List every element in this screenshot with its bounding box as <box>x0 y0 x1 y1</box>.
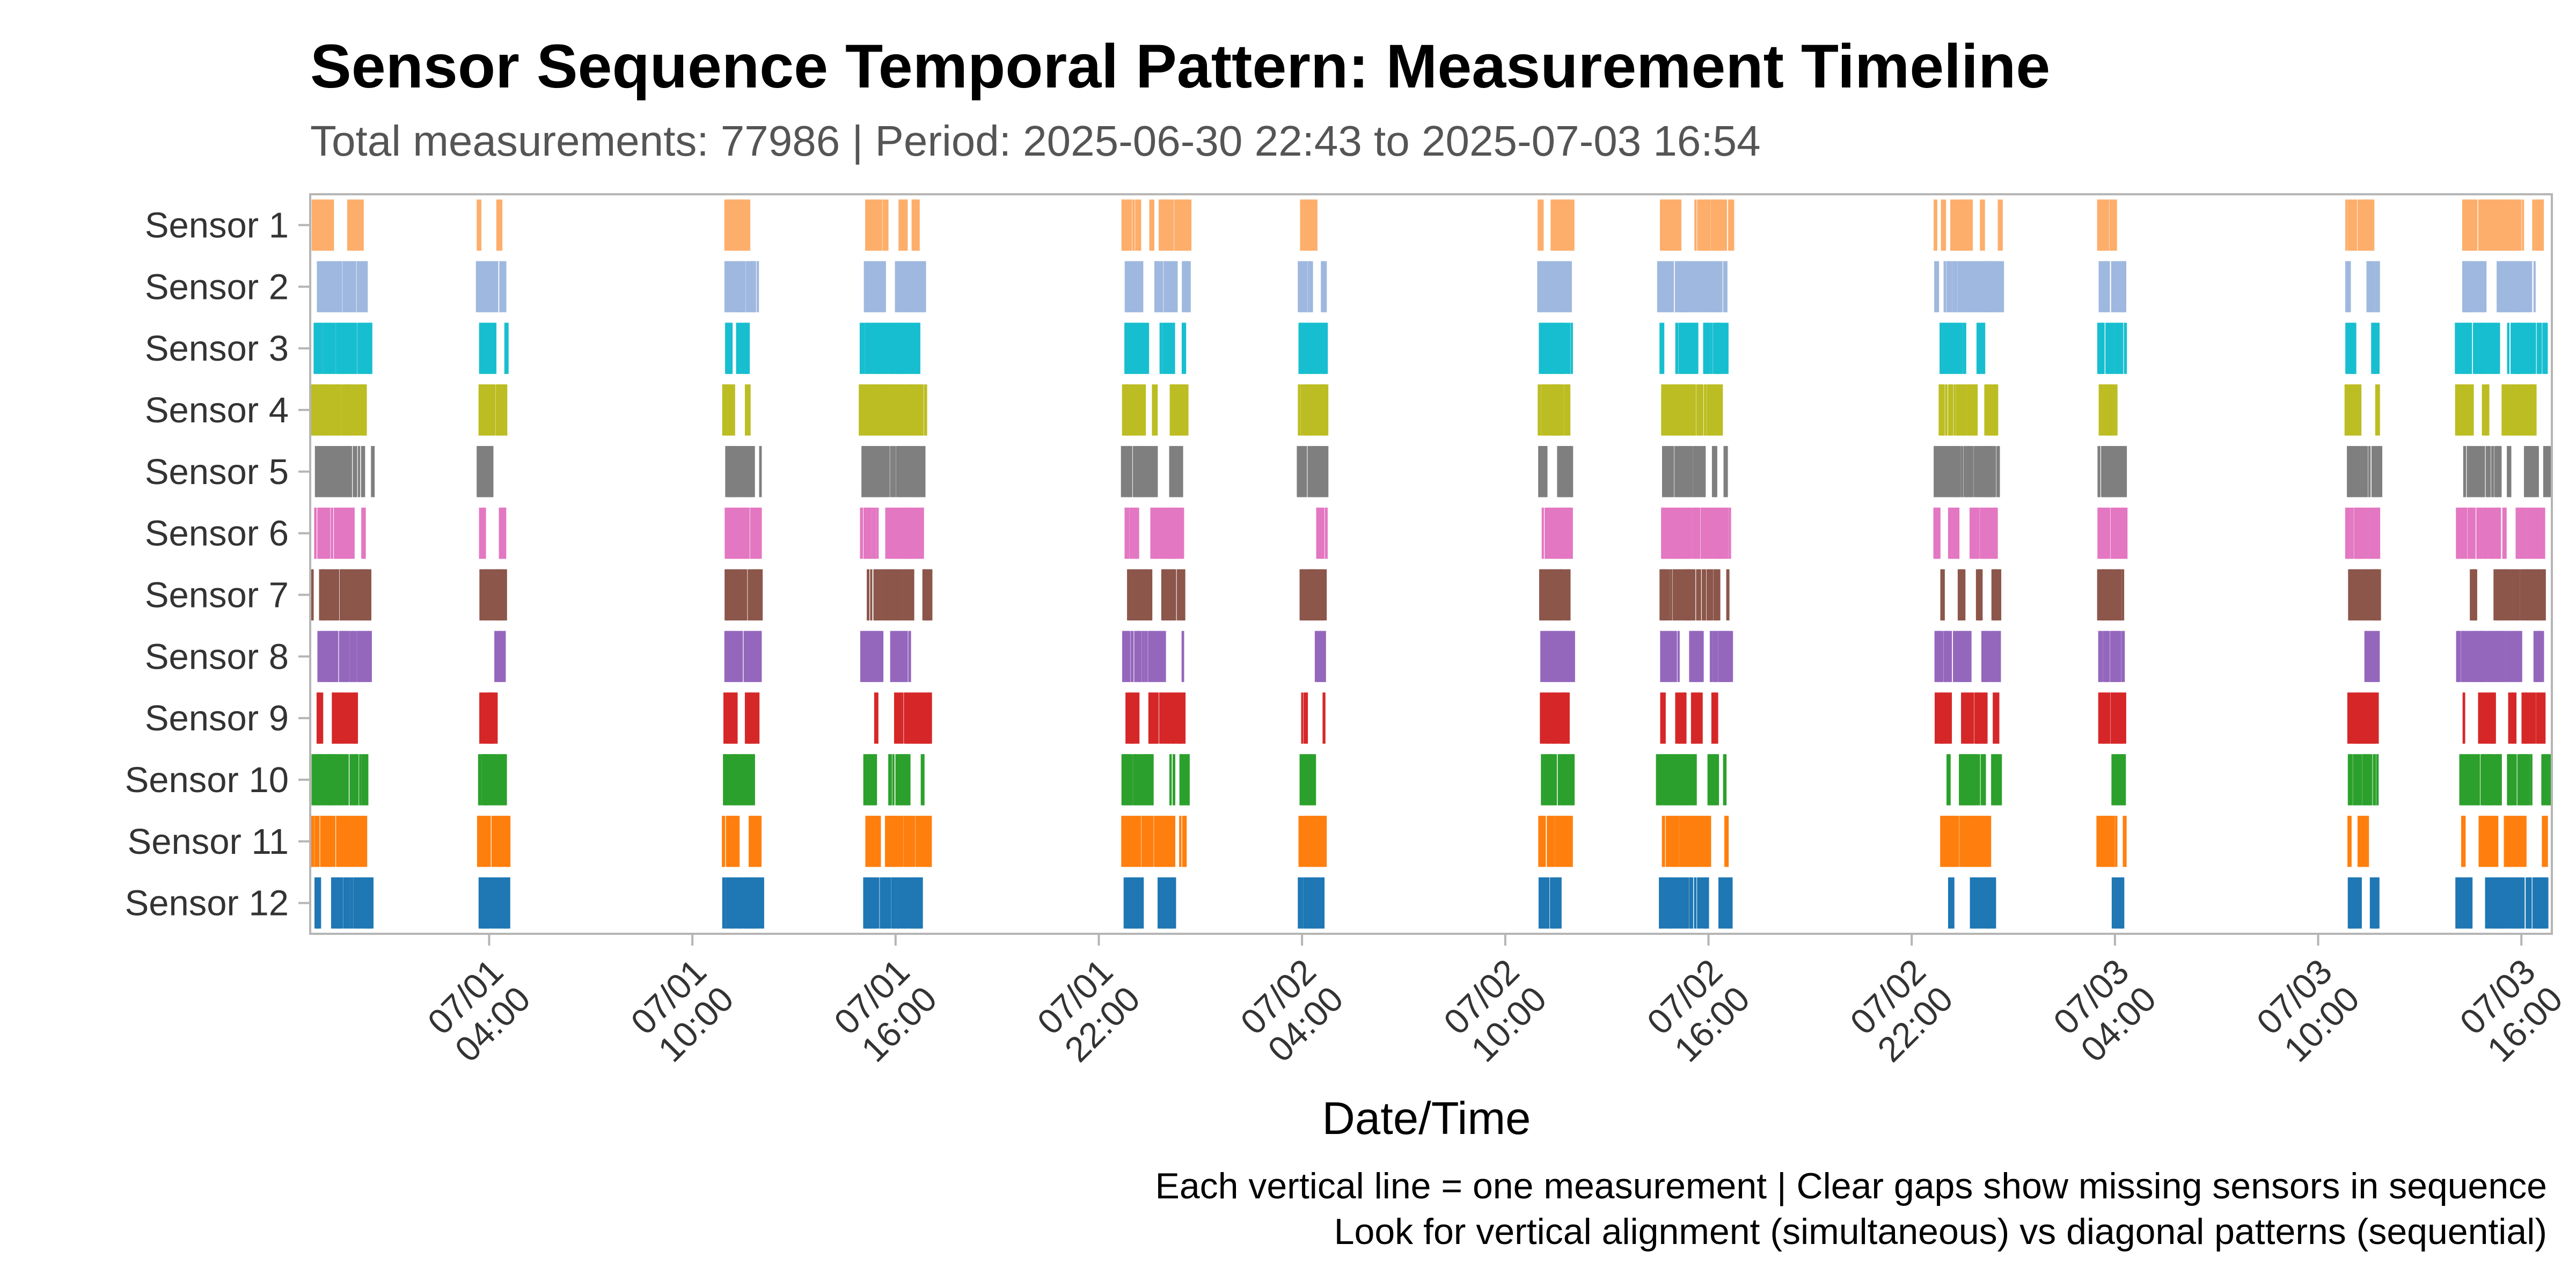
sensor-row-4 <box>310 384 2537 436</box>
plot-frame <box>309 193 2553 935</box>
y-label-sensor-7: Sensor 7 <box>145 575 289 615</box>
x-tick-label-8: 07/0222:00 <box>1842 952 1960 1070</box>
y-label-sensor-10: Sensor 10 <box>125 760 289 800</box>
caption-line-2: Look for vertical alignment (simultaneou… <box>1334 1211 2547 1252</box>
sensor-row-6 <box>314 507 2545 559</box>
y-label-sensor-2: Sensor 2 <box>145 267 289 307</box>
sensor-row-10 <box>311 754 2552 806</box>
sensor-row-3 <box>313 323 2548 374</box>
x-axis-title: Date/Time <box>1322 1093 1531 1144</box>
x-tick-label-5: 07/0204:00 <box>1233 952 1351 1070</box>
sensor-row-1 <box>311 199 2544 251</box>
sensor-row-12 <box>314 877 2549 929</box>
y-label-sensor-12: Sensor 12 <box>125 883 289 924</box>
chart-subtitle: Total measurements: 77986 | Period: 2025… <box>310 117 1761 165</box>
measurement-marks <box>309 199 2552 929</box>
x-tick-label-1: 07/0104:00 <box>420 952 538 1070</box>
y-label-sensor-11: Sensor 11 <box>128 822 289 862</box>
y-label-sensor-5: Sensor 5 <box>145 452 289 492</box>
y-label-sensor-3: Sensor 3 <box>145 328 289 369</box>
sensor-row-8 <box>317 631 2544 682</box>
y-label-sensor-4: Sensor 4 <box>145 390 289 430</box>
x-tick-label-9: 07/0304:00 <box>2046 952 2164 1070</box>
sensor-row-9 <box>316 692 2546 744</box>
x-tick-label-4: 07/0122:00 <box>1029 952 1147 1070</box>
sensor-row-2 <box>317 261 2536 312</box>
x-axis: 07/0104:00 07/0110:00 07/0116:00 07/0122:00… <box>420 934 2570 1070</box>
y-label-sensor-9: Sensor 9 <box>145 698 289 738</box>
sensor-row-7 <box>309 569 2546 621</box>
chart-title: Sensor Sequence Temporal Pattern: Measur… <box>310 32 2050 101</box>
x-tick-label-6: 07/0210:00 <box>1436 952 1554 1070</box>
caption-line-1: Each vertical line = one measurement | C… <box>1155 1166 2547 1206</box>
y-label-sensor-1: Sensor 1 <box>145 205 289 245</box>
x-tick-label-2: 07/0110:00 <box>623 952 741 1070</box>
y-axis-labels: Sensor 1 Sensor 2 Sensor 3 Sensor 4 Sensor 5… <box>125 205 310 924</box>
y-label-sensor-6: Sensor 6 <box>145 514 289 554</box>
sensor-row-5 <box>314 446 2551 497</box>
x-tick-label-11: 07/0316:00 <box>2452 952 2570 1070</box>
sensor-row-11 <box>309 816 2548 867</box>
x-tick-label-7: 07/0216:00 <box>1639 952 1757 1070</box>
x-tick-label-3: 07/0116:00 <box>826 952 945 1070</box>
y-label-sensor-8: Sensor 8 <box>145 636 289 677</box>
x-tick-label-10: 07/0310:00 <box>2249 952 2367 1070</box>
